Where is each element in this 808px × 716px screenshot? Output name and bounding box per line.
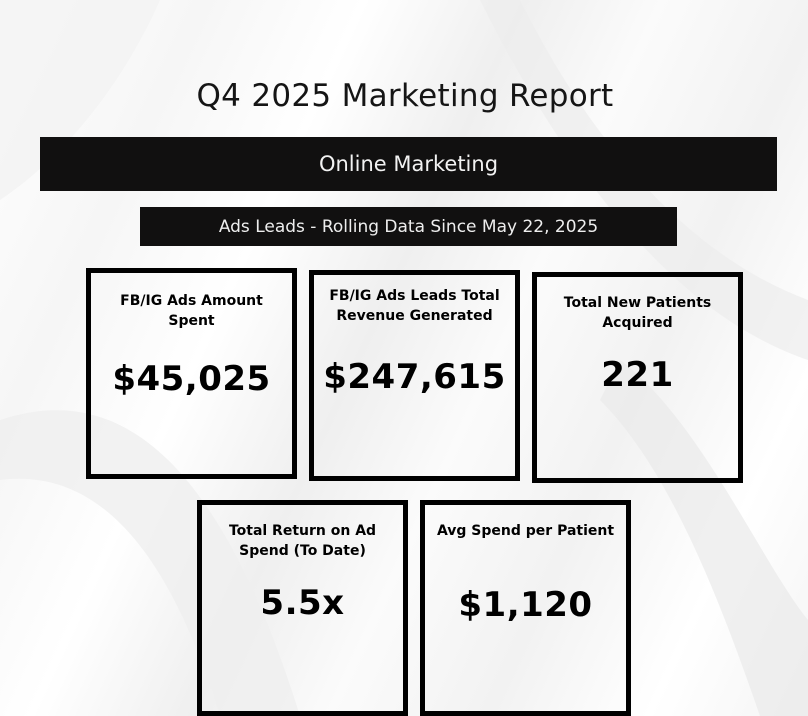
metric-label: FB/IG Ads Amount Spent (120, 293, 263, 329)
report-title: Q4 2025 Marketing Report (196, 78, 614, 114)
metric-value: 5.5x (260, 583, 345, 623)
metric-label: Avg Spend per Patient (436, 523, 615, 539)
subsection-banner: Ads Leads - Rolling Data Since May 22, 2… (140, 207, 677, 246)
section-banner-label: Online Marketing (318, 152, 499, 176)
metric-card-avg-spend-per-patient: Avg Spend per Patient $1,120 (420, 500, 631, 716)
metric-value: $1,120 (458, 585, 593, 625)
metric-card-ads-spent: FB/IG Ads Amount Spent $45,025 (86, 268, 297, 479)
subsection-banner-label: Ads Leads - Rolling Data Since May 22, 2… (218, 216, 599, 237)
metric-label: FB/IG Ads Leads Total Revenue Generated (329, 288, 500, 324)
metric-value: 221 (601, 355, 674, 395)
metric-card-revenue-generated: FB/IG Ads Leads Total Revenue Generated … (309, 270, 520, 481)
metric-value: $45,025 (112, 359, 271, 399)
metric-label: Total Return on Ad Spend (To Date) (228, 523, 377, 559)
metric-card-new-patients: Total New Patients Acquired 221 (532, 272, 743, 483)
metric-label: Total New Patients Acquired (563, 295, 712, 331)
section-banner: Online Marketing (40, 137, 777, 191)
metric-value: $247,615 (323, 357, 506, 397)
metric-card-roas: Total Return on Ad Spend (To Date) 5.5x (197, 500, 408, 716)
